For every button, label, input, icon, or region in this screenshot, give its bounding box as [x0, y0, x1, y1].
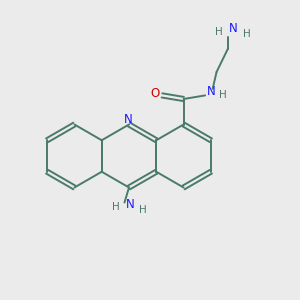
Text: N: N	[125, 197, 134, 211]
Text: O: O	[151, 87, 160, 101]
Text: H: H	[215, 27, 223, 37]
Text: H: H	[112, 202, 120, 212]
Text: H: H	[243, 28, 250, 39]
Text: H: H	[139, 205, 147, 215]
Text: N: N	[229, 22, 238, 35]
Text: N: N	[124, 112, 133, 126]
Text: N: N	[207, 85, 215, 98]
Text: H: H	[219, 90, 226, 100]
